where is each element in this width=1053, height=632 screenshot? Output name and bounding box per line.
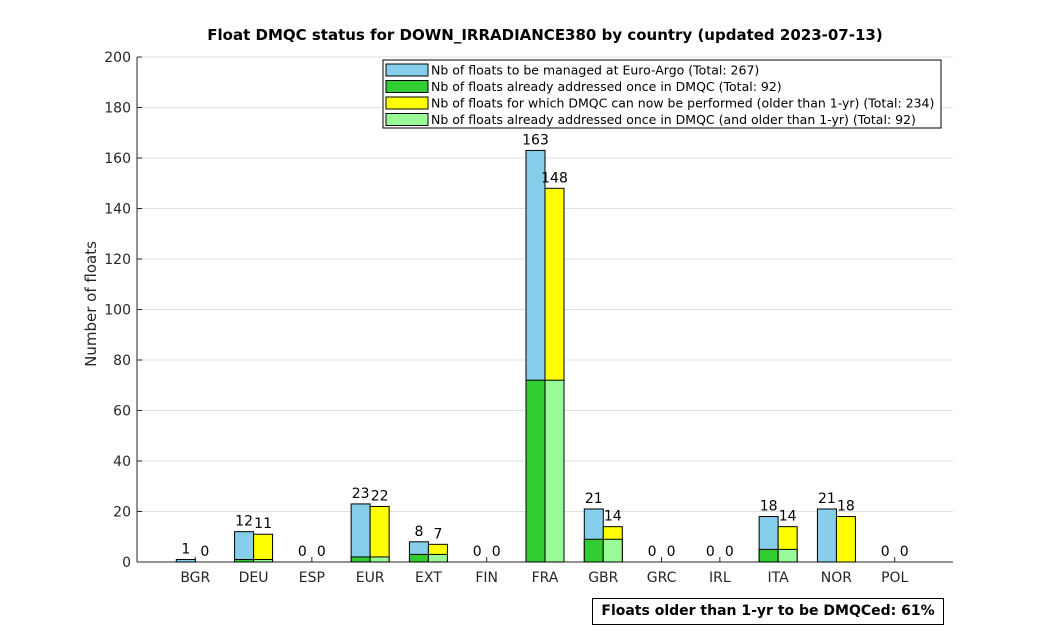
bar-value-label: 0: [317, 544, 326, 560]
y-tick-label: 80: [113, 353, 131, 369]
y-tick-label: 160: [104, 151, 131, 167]
bar-addressed: [350, 556, 371, 563]
x-tick-label: GRC: [647, 570, 677, 586]
bar-value-label: 8: [414, 524, 423, 540]
bar-addressed: [525, 379, 546, 563]
y-tick-label: 200: [104, 50, 131, 66]
x-tick-label: GBR: [588, 570, 618, 586]
bar-value-label: 0: [667, 544, 676, 560]
bar-addressed-older: [427, 553, 448, 563]
bar-value-label: 7: [433, 526, 442, 542]
bar-addressed: [408, 553, 429, 563]
legend-entry: Nb of floats already addressed once in D…: [431, 79, 782, 94]
bar-addressed: [758, 548, 779, 563]
y-tick-label: 140: [104, 202, 131, 218]
legend-entry: Nb of floats for which DMQC can now be p…: [431, 96, 934, 111]
bar-addressed-older: [253, 558, 274, 563]
bar-value-label: 0: [492, 544, 501, 560]
bar-value-label: 18: [760, 499, 778, 515]
y-axis-label: Number of floats: [82, 241, 100, 367]
x-tick-label: ESP: [299, 570, 325, 586]
bar-value-label: 1: [181, 541, 190, 557]
bar-value-label: 0: [725, 544, 734, 560]
dmqc-percentage-annotation: Floats older than 1-yr to be DMQCed: 61%: [592, 598, 944, 625]
bar-addressed-older: [369, 556, 390, 563]
x-tick-label: ITA: [768, 570, 790, 586]
x-tick-label: NOR: [821, 570, 852, 586]
legend: Nb of floats to be managed at Euro-Argo …: [382, 59, 942, 129]
bar-managed: [234, 531, 255, 563]
bar-value-label: 18: [837, 499, 855, 515]
y-tick-label: 180: [104, 101, 131, 117]
bar-value-label: 14: [779, 509, 797, 525]
bar-value-label: 0: [706, 544, 715, 560]
bar-value-label: 14: [604, 509, 622, 525]
x-tick-label: FRA: [532, 570, 559, 586]
bar-addressed-older: [544, 379, 565, 563]
bar-addressed-older: [602, 538, 623, 563]
bar-value-label: 0: [298, 544, 307, 560]
legend-entry: Nb of floats to be managed at Euro-Argo …: [431, 63, 759, 78]
legend-entry: Nb of floats already addressed once in D…: [431, 112, 916, 127]
y-tick-label: 60: [113, 404, 131, 420]
x-tick-label: EUR: [356, 570, 385, 586]
bars: [175, 149, 856, 563]
y-tick-label: 0: [122, 555, 131, 571]
y-tick-label: 40: [113, 454, 131, 470]
bar-value-label: 11: [254, 516, 272, 532]
bar-managed: [816, 508, 837, 563]
x-tick-label: FIN: [475, 570, 498, 586]
bar-value-label: 0: [473, 544, 482, 560]
legend-swatch: [385, 96, 429, 110]
x-tick-label: EXT: [415, 570, 442, 586]
x-tick-label: BGR: [180, 570, 210, 586]
y-tick-label: 100: [104, 303, 131, 319]
x-tick-label: POL: [881, 570, 908, 586]
bar-dmqc-possible: [369, 505, 390, 563]
legend-swatch: [385, 80, 429, 93]
bar-value-label: 0: [648, 544, 657, 560]
bar-value-label: 22: [371, 488, 389, 504]
bar-value-label: 0: [881, 544, 890, 560]
bar-value-label: 21: [585, 491, 603, 507]
bar-value-label: 21: [818, 491, 836, 507]
bar-managed: [350, 503, 371, 563]
x-tick-label: IRL: [709, 570, 731, 586]
bar-addressed: [234, 558, 255, 563]
bar-value-label: 0: [900, 544, 909, 560]
bar-value-label: 0: [200, 544, 209, 560]
bar-dmqc-possible: [835, 516, 856, 563]
y-tick-label: 120: [104, 252, 131, 268]
y-tick-label: 20: [113, 505, 131, 521]
bar-addressed: [583, 538, 604, 563]
bar-addressed-older: [777, 548, 798, 563]
bar-value-label: 163: [522, 132, 549, 148]
x-tick-label: DEU: [239, 570, 269, 586]
legend-swatch: [385, 113, 429, 126]
bar-value-label: 148: [541, 170, 568, 186]
bar-value-label: 23: [352, 486, 370, 502]
bar-managed: [175, 558, 196, 563]
legend-box: [382, 59, 942, 129]
bar-dmqc-possible: [253, 533, 274, 563]
legend-swatch: [385, 63, 429, 77]
bar-value-label: 12: [235, 514, 253, 530]
chart-title: Float DMQC status for DOWN_IRRADIANCE380…: [207, 26, 882, 44]
